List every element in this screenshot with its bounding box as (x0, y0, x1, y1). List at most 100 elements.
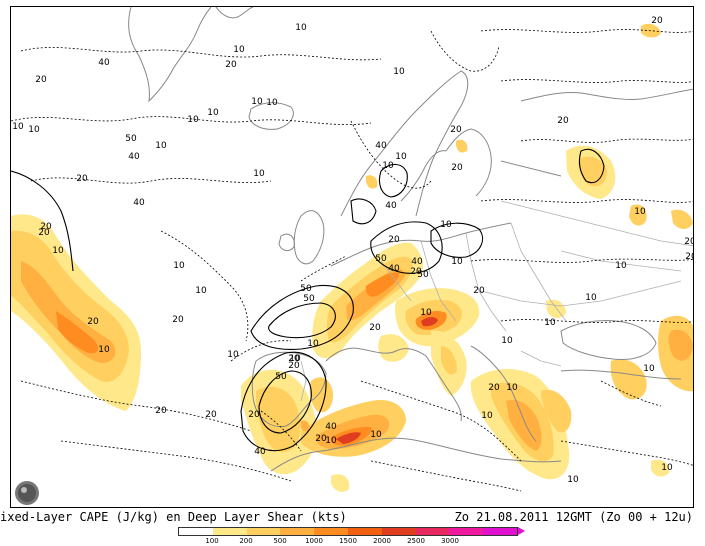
contour-label: 40 (388, 264, 400, 274)
legend-swatch (483, 528, 517, 535)
legend-arrow-right (518, 527, 525, 535)
contour-label: 10 (325, 436, 337, 446)
contour-label: 10 (98, 345, 110, 355)
contour-label: 20 (288, 361, 300, 371)
contour-label: 10 (544, 318, 556, 328)
contour-label: 50 (275, 372, 287, 382)
legend-swatch (246, 528, 281, 535)
legend-tick-label: 2000 (373, 537, 391, 545)
contour-label: 10 (567, 475, 579, 485)
contour-label: 10 (195, 286, 207, 296)
contour-label: 20 (451, 163, 463, 173)
contour-label: 20 (288, 354, 300, 364)
legend-swatch (415, 528, 450, 535)
contour-label: 20 (557, 116, 569, 126)
contour-label: 20 (155, 406, 167, 416)
contour-label: 10 (12, 122, 24, 132)
contour-label: 40 (128, 152, 140, 162)
legend-tick-label: 1000 (305, 537, 323, 545)
contour-label: 20 (225, 60, 237, 70)
contour-label: 20 (87, 317, 99, 327)
contour-label: 40 (98, 58, 110, 68)
contour-label: 20 (473, 286, 485, 296)
contour-label: 20 (40, 222, 52, 232)
legend-arrow-left (171, 527, 178, 535)
contour-label: 20 (685, 252, 694, 262)
contour-label: 10 (393, 67, 405, 77)
caption-valid-time: Zo 21.08.2011 12GMT (Zo 00 + 12u) (454, 510, 693, 524)
legend-tick-label: 200 (239, 537, 253, 545)
contour-label: 10 (266, 98, 278, 108)
contour-label: 50 (417, 270, 429, 280)
contour-label: 20 (488, 383, 500, 393)
contour-label: 10 (227, 350, 239, 360)
contour-label: 10 (661, 463, 673, 473)
contour-label: 20 (315, 434, 327, 444)
contour-label: 10 (289, 354, 301, 364)
contour-label: 10 (395, 152, 407, 162)
legend-tick-label: 2500 (407, 537, 425, 545)
contour-label: 10 (506, 383, 518, 393)
caption-title: ixed-Layer CAPE (J/kg) en Deep Layer She… (0, 510, 347, 524)
contour-label: 10 (307, 339, 319, 349)
contour-label: 10 (481, 411, 493, 421)
legend-tick-label: 100 (205, 537, 219, 545)
legend-swatch (179, 528, 213, 535)
legend-swatch (212, 528, 247, 535)
contour-label: 10 (251, 97, 263, 107)
contour-label: 10 (28, 125, 40, 135)
contour-label: 20 (450, 125, 462, 135)
legend-tick-label: 1500 (339, 537, 357, 545)
contour-label: 40 (375, 141, 387, 151)
contour-label: 40 (325, 422, 337, 432)
cape-shading (11, 23, 693, 492)
contour-label: 20 (205, 410, 217, 420)
legend-swatch (381, 528, 416, 535)
contour-label: 20 (684, 237, 694, 247)
contour-label: 20 (38, 228, 50, 238)
contour-label: 10 (295, 23, 307, 33)
coastlines (128, 7, 693, 472)
contour-label: 10 (615, 261, 627, 271)
contour-label: 20 (172, 315, 184, 325)
contour-label: 10 (370, 430, 382, 440)
color-legend: 100 200 500 1000 1500 2000 2500 3000 (171, 527, 528, 546)
legend-tick-label: 3000 (441, 537, 459, 545)
legend-ticks: 100 200 500 1000 1500 2000 2500 3000 (178, 537, 518, 546)
logo-icon (15, 481, 39, 505)
contour-label: 10 (501, 336, 513, 346)
contour-label: 20 (35, 75, 47, 85)
contour-label: 10 (420, 308, 432, 318)
contour-label: 10 (585, 293, 597, 303)
contour-label: 20 (248, 410, 260, 420)
contour-label: 40 (411, 257, 423, 267)
legend-swatch (347, 528, 382, 535)
contour-label: 50 (300, 284, 312, 294)
contour-label: 10 (52, 246, 64, 256)
contour-label: 40 (385, 201, 397, 211)
contour-label: 10 (207, 108, 219, 118)
contour-label: 20 (369, 323, 381, 333)
weather-map: 20 40 20 10 10 10 10 10 10 10 50 40 20 40 10 20 20 10 10 10… (10, 6, 694, 508)
contour-label: 40 (133, 198, 145, 208)
contour-label: 10 (233, 45, 245, 55)
contour-label: 10 (155, 141, 167, 151)
contour-label: 10 (187, 115, 199, 125)
legend-swatch (449, 528, 484, 535)
contour-label: 10 (253, 169, 265, 179)
country-borders (300, 200, 693, 402)
shear-contours-dashed (11, 29, 693, 492)
contour-label: 40 (254, 447, 266, 457)
contour-label: 10 (451, 257, 463, 267)
contour-label: 10 (382, 161, 394, 171)
contour-label: 20 (76, 174, 88, 184)
contour-label: 10 (634, 207, 646, 217)
legend-swatch (280, 528, 315, 535)
contour-label: 10 (440, 220, 452, 230)
shear-contours-solid (11, 148, 605, 452)
legend-swatch (314, 528, 348, 535)
legend-bar (178, 527, 518, 536)
contour-label: 20 (388, 235, 400, 245)
